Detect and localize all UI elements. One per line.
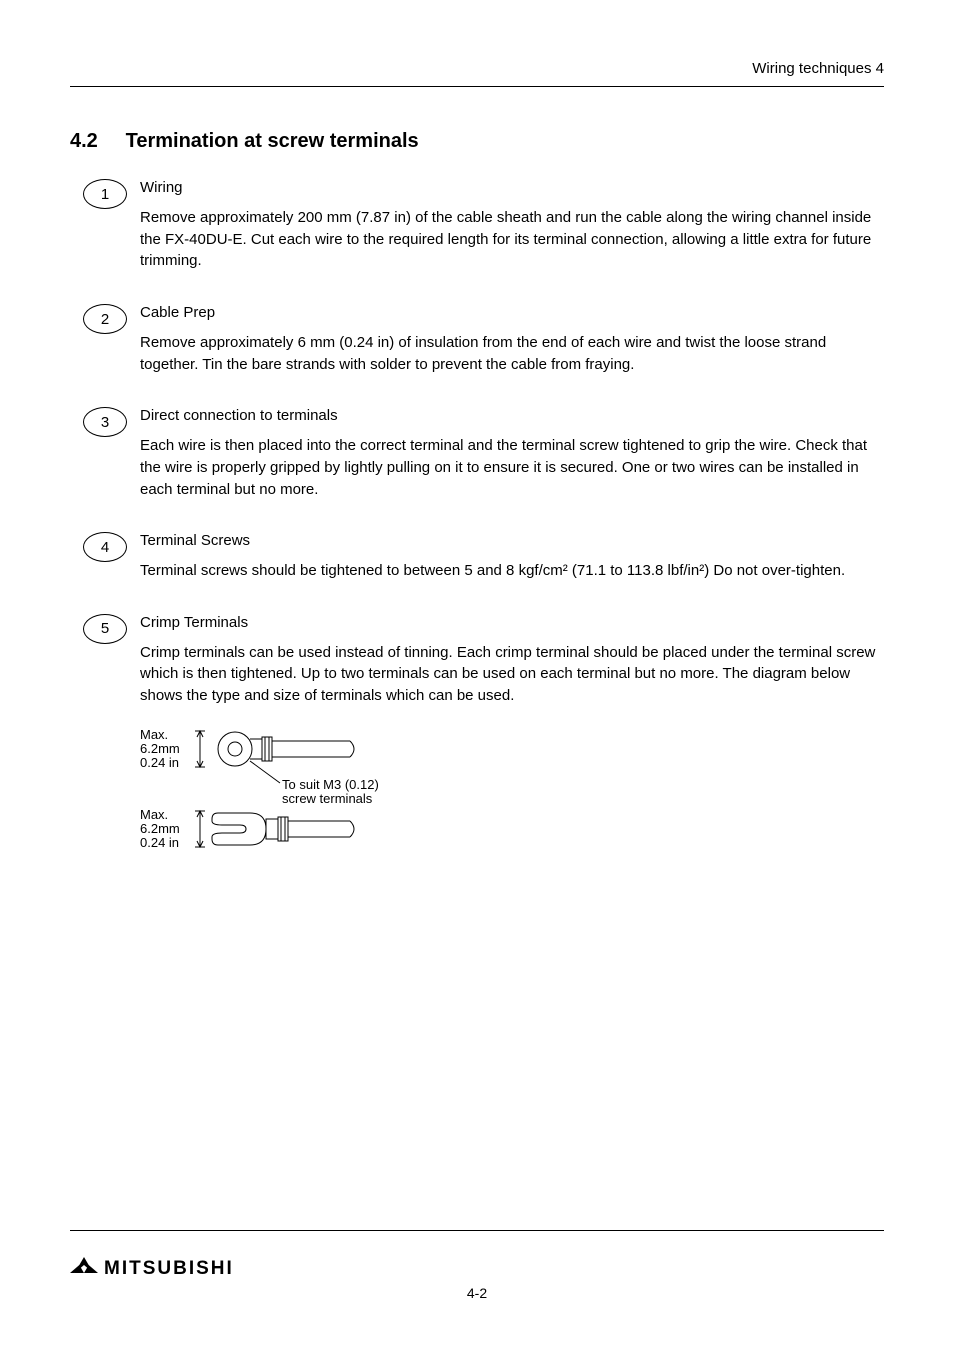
dim-label-2a: Max. bbox=[140, 807, 168, 822]
mitsubishi-logo-icon bbox=[70, 1257, 98, 1281]
item-number-ellipse: 3 bbox=[83, 407, 127, 437]
footer-rule bbox=[70, 1230, 884, 1231]
item-body: Terminal screws should be tightened to b… bbox=[140, 560, 884, 582]
item-2: 2 Cable Prep Remove approximately 6 mm (… bbox=[70, 302, 884, 375]
note-line-2: screw terminals bbox=[282, 791, 373, 806]
item-number: 3 bbox=[101, 414, 109, 431]
header-right: Wiring techniques 4 bbox=[752, 60, 884, 77]
dim-label-2c: 0.24 in bbox=[140, 835, 179, 850]
item-text: Direct connection to terminals Each wire… bbox=[140, 405, 884, 500]
item-text: Terminal Screws Terminal screws should b… bbox=[140, 530, 884, 582]
item-number-col: 4 bbox=[70, 530, 140, 562]
item-number-col: 5 bbox=[70, 612, 140, 644]
note-line-1: To suit M3 (0.12) bbox=[282, 777, 379, 792]
item-number-ellipse: 4 bbox=[83, 532, 127, 562]
item-body: Remove approximately 6 mm (0.24 in) of i… bbox=[140, 332, 884, 376]
section-title: 4.2 Termination at screw terminals bbox=[70, 130, 884, 153]
item-text: Wiring Remove approximately 200 mm (7.87… bbox=[140, 177, 884, 272]
item-number: 1 bbox=[101, 186, 109, 203]
item-number: 2 bbox=[101, 311, 109, 328]
item-body: Crimp terminals can be used instead of t… bbox=[140, 642, 884, 707]
item-number: 4 bbox=[101, 539, 109, 556]
item-number-col: 3 bbox=[70, 405, 140, 437]
dim-label-2b: 6.2mm bbox=[140, 821, 180, 836]
section-number: 4.2 bbox=[70, 130, 98, 152]
item-text: Cable Prep Remove approximately 6 mm (0.… bbox=[140, 302, 884, 375]
item-body: Remove approximately 200 mm (7.87 in) of… bbox=[140, 207, 884, 272]
dim-label-1a: Max. bbox=[140, 727, 168, 742]
item-number-ellipse: 1 bbox=[83, 179, 127, 209]
page: Wiring techniques 4 4.2 Termination at s… bbox=[0, 0, 954, 1351]
dim-label-1b: 6.2mm bbox=[140, 741, 180, 756]
page-number: 4-2 bbox=[0, 1285, 954, 1301]
item-body: Each wire is then placed into the correc… bbox=[140, 435, 884, 500]
item-text: Crimp Terminals Crimp terminals can be u… bbox=[140, 612, 884, 855]
mitsubishi-logo: MITSUBISHI bbox=[70, 1257, 234, 1281]
section-heading: Termination at screw terminals bbox=[126, 130, 419, 152]
item-head: Crimp Terminals bbox=[140, 612, 884, 634]
item-number: 5 bbox=[101, 620, 109, 637]
item-1: 1 Wiring Remove approximately 200 mm (7.… bbox=[70, 177, 884, 272]
brand-text: MITSUBISHI bbox=[104, 1258, 234, 1280]
item-number-col: 1 bbox=[70, 177, 140, 209]
item-5: 5 Crimp Terminals Crimp terminals can be… bbox=[70, 612, 884, 855]
item-number-ellipse: 5 bbox=[83, 614, 127, 644]
crimp-terminal-diagram: Max. 6.2mm 0.24 in Max. 6.2mm 0.24 in To… bbox=[140, 725, 884, 855]
item-number-ellipse: 2 bbox=[83, 304, 127, 334]
header-rule bbox=[70, 86, 884, 87]
item-4: 4 Terminal Screws Terminal screws should… bbox=[70, 530, 884, 582]
item-head: Direct connection to terminals bbox=[140, 405, 884, 427]
dim-label-1c: 0.24 in bbox=[140, 755, 179, 770]
item-head: Wiring bbox=[140, 177, 884, 199]
crimp-terminal-svg: Max. 6.2mm 0.24 in Max. 6.2mm 0.24 in To… bbox=[140, 725, 420, 855]
item-head: Cable Prep bbox=[140, 302, 884, 324]
item-3: 3 Direct connection to terminals Each wi… bbox=[70, 405, 884, 500]
footer: MITSUBISHI bbox=[70, 1257, 234, 1281]
item-head: Terminal Screws bbox=[140, 530, 884, 552]
item-number-col: 2 bbox=[70, 302, 140, 334]
